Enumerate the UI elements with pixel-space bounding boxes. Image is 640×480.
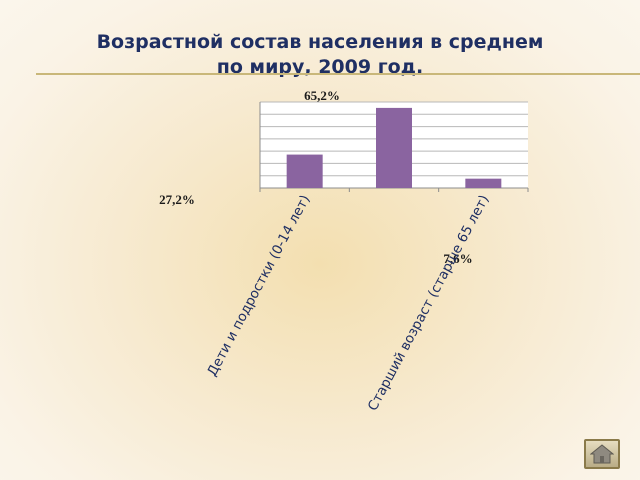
data-label: 27,2% [159, 192, 195, 207]
x-tick-label: Дети и подростки (0-14 лет) [204, 192, 313, 379]
home-button[interactable] [584, 439, 620, 469]
bar [376, 107, 412, 188]
slide-title-line1: Возрастной состав населения в среднем [96, 31, 544, 53]
slide-title-line2: по миру, 2009 год. [216, 56, 424, 78]
slide-title: Возрастной состав населения в среднем по… [40, 30, 600, 80]
bar [286, 154, 323, 188]
data-label: 65,2% [304, 88, 340, 103]
title-divider [36, 73, 640, 75]
x-tick-label: Старший возраст (старше 65 лет) [365, 192, 493, 413]
home-icon [590, 444, 614, 464]
data-label: 7,6% [443, 251, 472, 266]
bar [465, 178, 502, 188]
